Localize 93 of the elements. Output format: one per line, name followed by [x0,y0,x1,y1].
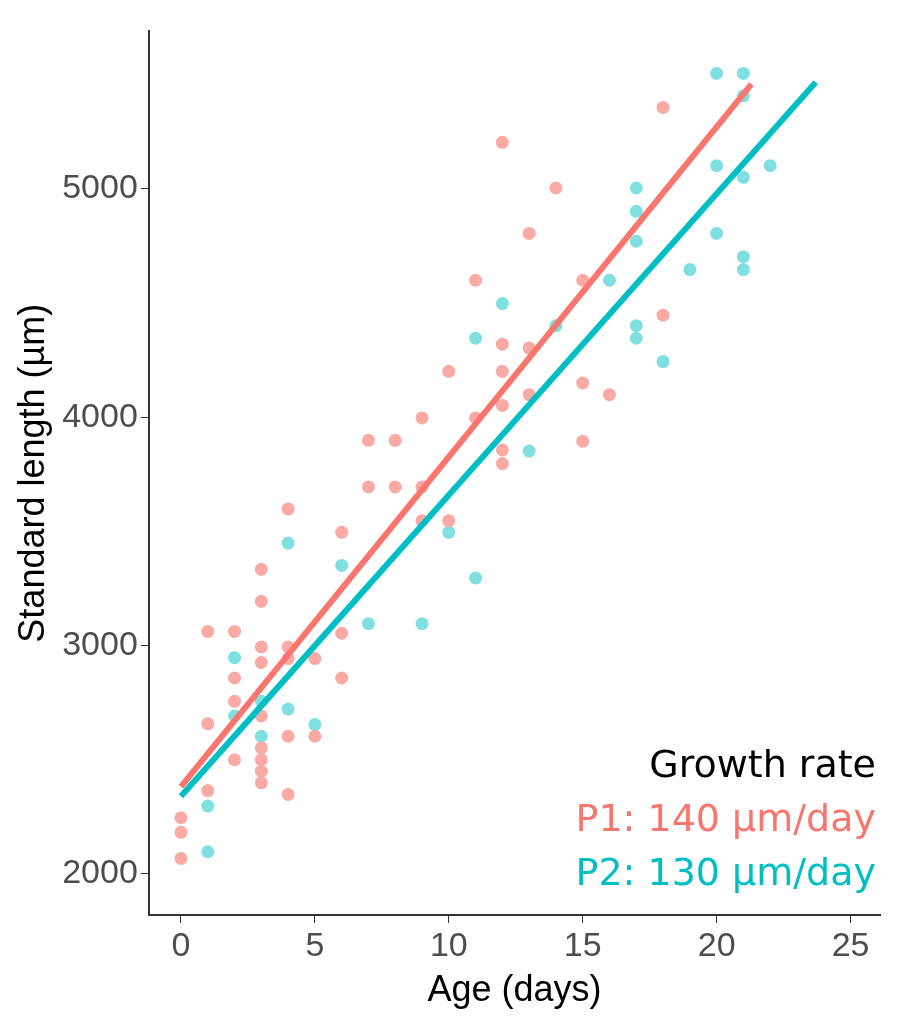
annotation: Growth rate [649,742,876,786]
point [442,364,456,378]
point [388,433,402,447]
point [576,376,590,390]
point [228,671,242,685]
point [254,776,268,790]
point [736,66,750,80]
point [254,753,268,767]
point [603,388,616,402]
point [335,626,349,640]
point [683,263,697,277]
point [388,480,402,494]
annotation: P1: 140 µm/day [575,796,876,840]
x-axis-title: Age (days) [427,968,602,1010]
point [629,204,643,218]
x-tick-label: 15 [563,924,602,963]
x-tick-label: 0 [171,924,191,963]
point [656,308,670,322]
point [228,651,242,665]
y-tick-label: 3000 [62,623,138,662]
point [603,273,616,287]
point [736,263,750,277]
point [710,66,724,80]
point [201,845,215,859]
point [763,159,777,173]
point [254,655,268,669]
point [415,411,429,425]
point [629,331,643,345]
point [201,799,215,813]
point [254,764,268,778]
point [469,571,483,585]
point [736,250,750,264]
point [281,702,295,716]
point [254,562,268,576]
point [656,100,670,114]
y-tick-label: 4000 [62,395,138,434]
point [361,617,375,631]
point [228,753,242,767]
x-tick-label: 25 [831,924,870,963]
point [656,355,670,369]
point [629,319,643,333]
point [174,825,188,839]
point [174,811,188,825]
y-axis-title: Standard length (µm) [10,303,52,643]
point [522,226,536,240]
point [495,443,509,457]
annotation: P2: 130 µm/day [575,850,876,894]
point [254,640,268,654]
y-tick-label: 2000 [62,852,138,891]
point [281,502,295,516]
point [228,694,242,708]
point [442,514,456,528]
point [522,444,536,458]
point [308,652,322,666]
point [495,457,509,471]
point [335,671,349,685]
point [495,297,509,311]
point [576,434,590,448]
point [495,364,509,378]
point [308,718,322,732]
point [254,741,268,755]
point [710,159,724,173]
x-tick-label: 20 [697,924,736,963]
point [254,594,268,608]
point [495,135,509,149]
point [201,717,215,731]
point [629,234,643,248]
point [335,525,349,539]
point [228,624,242,638]
point [174,851,188,865]
point [469,273,483,287]
point [308,729,322,743]
point [281,729,295,743]
point [469,331,483,345]
point [361,480,375,494]
point [335,558,349,572]
point [495,337,509,351]
point [629,181,643,195]
x-tick-label: 5 [305,924,325,963]
point [201,784,215,798]
point [442,525,456,539]
point [415,617,429,631]
point [495,398,509,412]
point [281,536,295,550]
point [361,433,375,447]
point [281,787,295,801]
point [201,624,215,638]
point [710,226,724,240]
point [254,729,268,743]
point [736,170,750,184]
x-tick-label: 10 [429,924,468,963]
y-tick-label: 5000 [62,167,138,206]
point [549,181,563,195]
